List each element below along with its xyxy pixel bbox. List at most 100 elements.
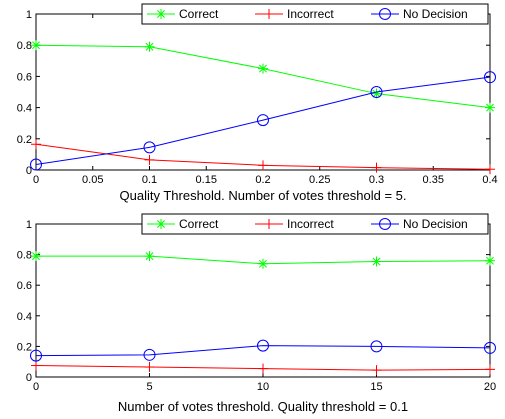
data-point-incorrect [31,139,41,150]
data-point-correct-stroke [145,42,154,51]
x-tick-label: 20 [484,381,496,393]
y-tick-label: 0.8 [17,40,32,52]
data-point-no-decision [30,349,42,362]
x-axis-label: Quality Threshold. Number of votes thres… [120,188,407,203]
chart-quality-threshold: 0 0.05 0.1 0.15 0.2 0.25 0.3 0.35 0.4 0 0.2 0.4 0.6 0… [17,3,498,203]
legend-marker-correct-stroke [157,10,165,18]
series-incorrect [31,139,495,175]
data-point-correct-stroke [372,257,381,266]
x-tick-label: 0.35 [423,174,444,186]
x-tick-label: 0.15 [196,174,217,186]
legend-marker-correct-stroke [157,220,165,228]
series-correct [31,251,495,269]
data-point-no-decision-ring [370,86,383,98]
data-point-no-decision [143,141,156,154]
legend-box [141,3,489,25]
data-point-correct [258,258,268,269]
data-point-correct-stroke [372,89,381,98]
x-tick-label: 5 [146,381,152,393]
series-no-decision [30,71,496,171]
x-tick-label: 0.4 [482,174,497,186]
y-tick-label: 0.4 [17,311,32,323]
legend-marker-no-decision [379,218,391,230]
data-point-no-decision-ring [30,349,42,362]
series-incorrect [31,360,495,376]
legend-label-incorrect: Incorrect [287,7,334,21]
data-point-incorrect [485,364,495,375]
legend-marker-no-decision [379,8,391,20]
y-tick-label: 0 [26,372,32,384]
data-point-correct-stroke [259,64,267,73]
legend-marker-correct [156,9,166,19]
x-tick-label: 0.2 [255,174,270,186]
data-point-no-decision [257,339,269,352]
data-point-no-decision-ring [257,339,269,352]
data-point-correct-stroke [259,259,267,268]
legend-marker-no-decision-ring [379,8,391,20]
data-point-correct-stroke [486,103,494,112]
data-point-incorrect [371,365,382,376]
plot-frame [35,223,491,378]
data-point-no-decision-ring [143,141,156,154]
series-no-decision [30,339,496,362]
chart-votes-threshold: 0 5 10 15 20 0 0.2 0.4 0.6 0.8 1 Number of votes th… [17,213,496,414]
x-tick-label: 15 [370,381,382,393]
x-tick-label: 0 [33,174,39,186]
legend-label-correct: Correct [179,217,219,231]
series-line-correct [35,44,491,109]
data-point-incorrect [258,363,268,374]
data-point-no-decision [484,71,496,84]
y-tick-label: 0.6 [17,280,32,292]
data-point-no-decision [257,114,269,127]
data-point-no-decision [143,348,156,361]
legend-marker-no-decision-ring [379,218,391,230]
x-tick-label: 0 [33,381,39,393]
y-tick-label: 0.8 [17,250,32,262]
legend-label-correct: Correct [179,7,219,21]
x-tick-label: 0.1 [142,174,157,186]
legend-marker-incorrect [264,9,274,19]
data-point-incorrect [258,160,268,171]
x-tick-label: 10 [257,381,269,393]
legend-box [141,213,489,235]
y-tick-label: 0.4 [17,103,32,115]
series-correct [31,40,495,113]
data-point-no-decision-ring [484,71,496,84]
legend-marker-correct [156,219,166,229]
data-point-correct [485,255,495,266]
data-point-correct-stroke [145,252,154,261]
data-point-correct [371,256,382,267]
legend-label-incorrect: Incorrect [287,217,334,231]
series-line-no-decision [35,76,491,166]
plot-frame [35,13,491,171]
y-tick-label: 1 [26,219,32,231]
data-point-incorrect [144,154,155,165]
data-point-correct-stroke [32,252,40,261]
data-point-correct [31,251,41,262]
x-tick-label: 0.3 [369,174,384,186]
data-point-correct [144,251,155,262]
data-point-incorrect [485,164,495,175]
data-point-incorrect [31,360,41,371]
data-point-no-decision-ring [30,158,42,171]
data-point-no-decision-ring [143,348,156,361]
y-tick-label: 0.6 [17,71,32,83]
data-point-no-decision [30,158,42,171]
data-point-no-decision [370,86,383,98]
data-point-no-decision-ring [484,341,496,354]
legend: Correct Incorrect No Decision [141,3,489,25]
data-point-no-decision-ring [370,340,383,353]
data-point-correct [371,88,382,99]
y-tick-label: 1 [26,9,32,21]
legend-label-no-decision: No Decision [403,7,468,21]
x-tick-label: 0.05 [82,174,103,186]
y-tick-label: 0 [26,165,32,177]
data-point-correct-stroke [32,41,40,50]
y-tick-label: 0.2 [17,341,32,353]
legend: Correct Incorrect No Decision [141,213,489,235]
data-point-no-decision [370,340,383,353]
x-tick-label: 0.25 [309,174,330,186]
legend-marker-incorrect [264,219,274,229]
data-point-correct [258,63,268,74]
